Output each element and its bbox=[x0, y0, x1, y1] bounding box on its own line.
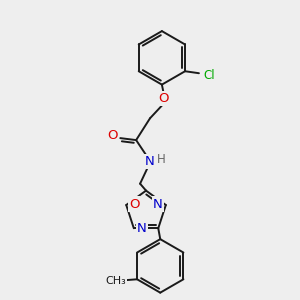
Text: Cl: Cl bbox=[203, 69, 214, 82]
Text: O: O bbox=[129, 197, 140, 211]
Text: CH₃: CH₃ bbox=[105, 276, 126, 286]
Text: N: N bbox=[153, 197, 163, 211]
Text: H: H bbox=[157, 153, 165, 167]
Text: N: N bbox=[145, 155, 155, 168]
Text: O: O bbox=[159, 92, 169, 105]
Text: N: N bbox=[137, 222, 147, 235]
Text: O: O bbox=[107, 129, 118, 142]
